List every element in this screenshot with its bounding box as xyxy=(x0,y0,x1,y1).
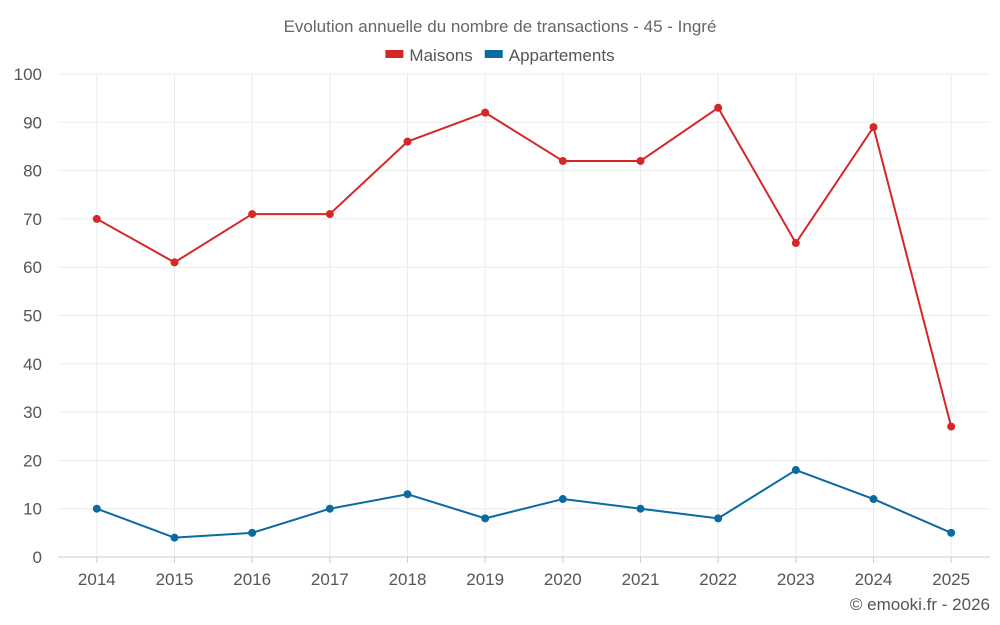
y-tick-label: 90 xyxy=(23,113,42,132)
data-point[interactable] xyxy=(714,103,723,112)
series-appartements xyxy=(92,466,956,542)
x-tick-label: 2017 xyxy=(311,570,349,589)
x-tick-label: 2015 xyxy=(156,570,194,589)
data-point[interactable] xyxy=(558,156,567,165)
data-point[interactable] xyxy=(92,214,101,223)
data-point[interactable] xyxy=(248,210,257,219)
x-tick-label: 2014 xyxy=(78,570,116,589)
data-point[interactable] xyxy=(481,514,490,523)
series-group xyxy=(92,103,956,542)
data-point[interactable] xyxy=(714,514,723,523)
legend-label: Maisons xyxy=(409,46,472,65)
data-point[interactable] xyxy=(325,504,334,513)
y-tick-label: 10 xyxy=(23,500,42,519)
data-point[interactable] xyxy=(947,528,956,537)
chart-title: Evolution annuelle du nombre de transact… xyxy=(284,17,717,36)
data-point[interactable] xyxy=(248,528,257,537)
grid-lines xyxy=(58,73,990,557)
data-point[interactable] xyxy=(170,533,179,542)
y-tick-label: 70 xyxy=(23,210,42,229)
data-point[interactable] xyxy=(403,137,412,146)
x-tick-label: 2023 xyxy=(777,570,815,589)
legend: Maisons Appartements xyxy=(385,46,615,65)
y-tick-label: 0 xyxy=(33,548,42,567)
y-tick-label: 20 xyxy=(23,451,42,470)
series-line xyxy=(96,106,953,427)
y-tick-label: 60 xyxy=(23,258,42,277)
legend-label: Appartements xyxy=(509,46,615,65)
data-point[interactable] xyxy=(170,258,179,267)
data-point[interactable] xyxy=(869,495,878,504)
y-tick-label: 100 xyxy=(14,65,42,84)
y-tick-label: 80 xyxy=(23,162,42,181)
data-point[interactable] xyxy=(869,123,878,132)
y-tick-label: 40 xyxy=(23,355,42,374)
legend-swatch xyxy=(385,50,404,58)
y-tick-label: 50 xyxy=(23,307,42,326)
x-tick-label: 2019 xyxy=(466,570,504,589)
data-point[interactable] xyxy=(403,490,412,499)
legend-item-appartements[interactable]: Appartements xyxy=(484,46,615,65)
x-tick-label: 2022 xyxy=(699,570,737,589)
axes: 0 10 20 30 40 50 60 70 80 90 100 2014 2015 2016 2017 20… xyxy=(14,65,990,589)
series-maisons xyxy=(92,103,956,431)
data-point[interactable] xyxy=(325,210,334,219)
x-tick-label: 2020 xyxy=(544,570,582,589)
data-point[interactable] xyxy=(558,495,567,504)
data-point[interactable] xyxy=(92,504,101,513)
data-point[interactable] xyxy=(636,156,645,165)
y-tick-label: 30 xyxy=(23,403,42,422)
x-tick-label: 2025 xyxy=(932,570,970,589)
x-tick-label: 2021 xyxy=(622,570,660,589)
data-point[interactable] xyxy=(636,504,645,513)
legend-swatch xyxy=(484,50,503,58)
credit-text: © emooki.fr - 2026 xyxy=(850,595,990,614)
data-point[interactable] xyxy=(481,108,490,117)
x-tick-label: 2016 xyxy=(233,570,271,589)
x-tick-label: 2018 xyxy=(389,570,427,589)
data-point[interactable] xyxy=(791,466,800,475)
x-tick-label: 2024 xyxy=(855,570,893,589)
legend-item-maisons[interactable]: Maisons xyxy=(385,46,473,65)
series-line xyxy=(96,469,952,539)
data-point[interactable] xyxy=(791,239,800,248)
data-point[interactable] xyxy=(947,422,956,431)
